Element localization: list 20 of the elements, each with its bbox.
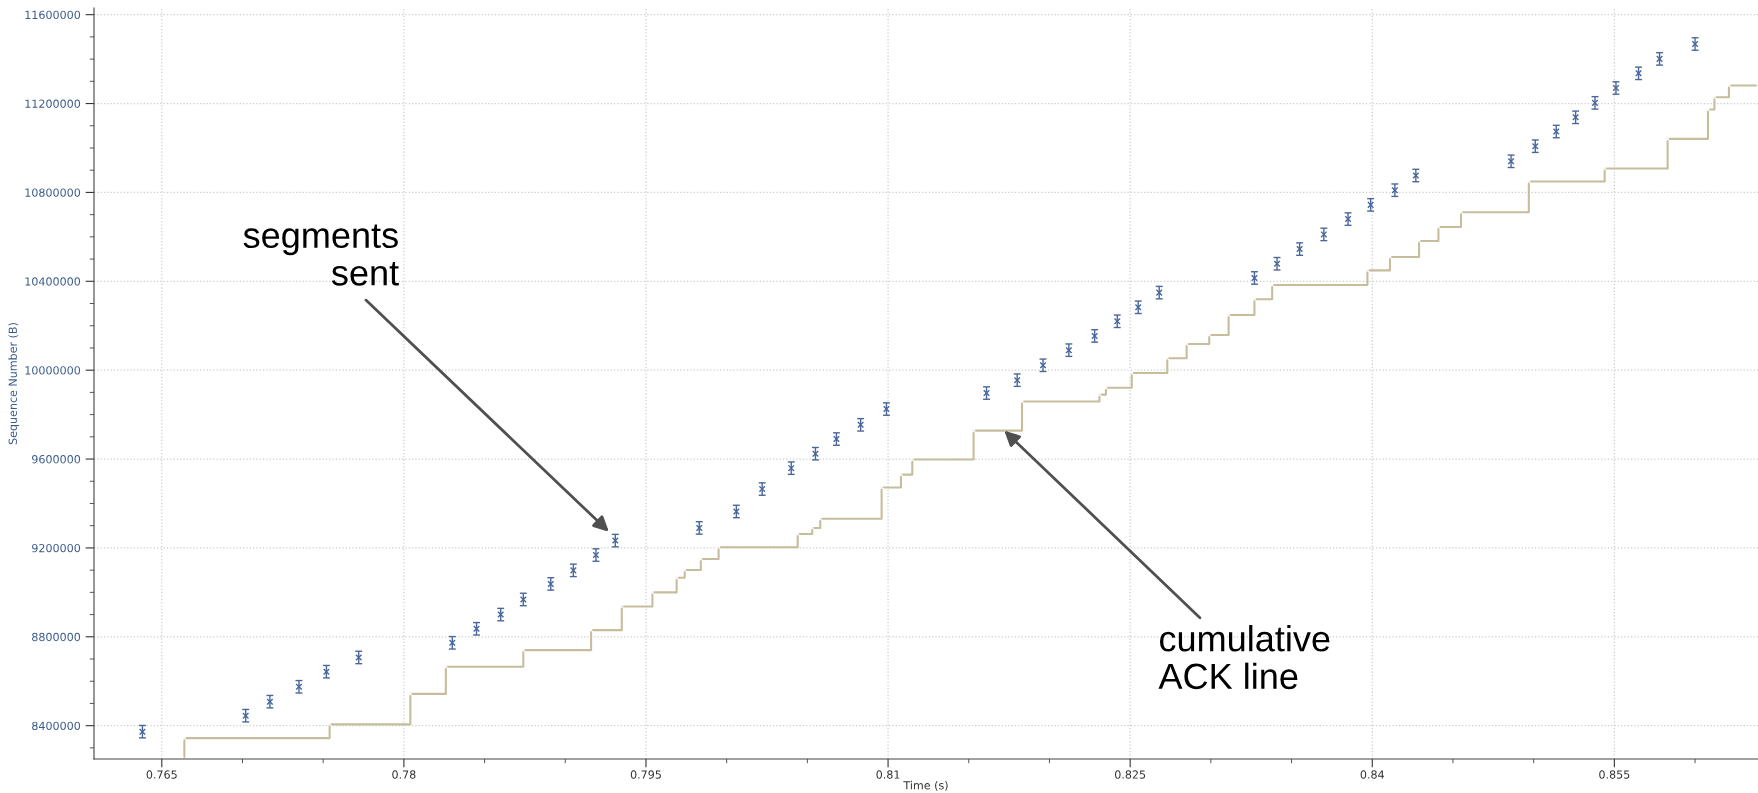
x-tick-label: 0.765 <box>146 770 177 779</box>
x-tick-label: 0.81 <box>876 770 900 779</box>
y-tick-label: 10400000 <box>25 277 81 286</box>
annotation: segments sent <box>243 224 399 286</box>
x-axis-title: Time (s) <box>903 780 948 791</box>
x-tick-label: 0.78 <box>392 770 416 779</box>
x-tick-label: 0.825 <box>1114 770 1146 779</box>
y-tick-label: 11600000 <box>25 10 81 20</box>
x-tick-label: 0.84 <box>1360 770 1385 779</box>
y-tick-label: 11200000 <box>25 99 81 108</box>
x-tick-label: 0.855 <box>1599 770 1630 779</box>
y-axis-title: Sequence Number (B) <box>8 323 20 445</box>
y-tick-label: 8800000 <box>32 632 81 642</box>
y-tick-label: 9200000 <box>32 543 81 553</box>
annotation: cumulative ACK line <box>1158 625 1330 690</box>
y-tick-label: 9600000 <box>32 455 81 464</box>
y-tick-label: 10000000 <box>25 366 81 375</box>
y-tick-label: 10800000 <box>25 188 81 197</box>
x-tick-label: 0.795 <box>630 770 661 779</box>
y-tick-label: 8400000 <box>32 721 81 731</box>
